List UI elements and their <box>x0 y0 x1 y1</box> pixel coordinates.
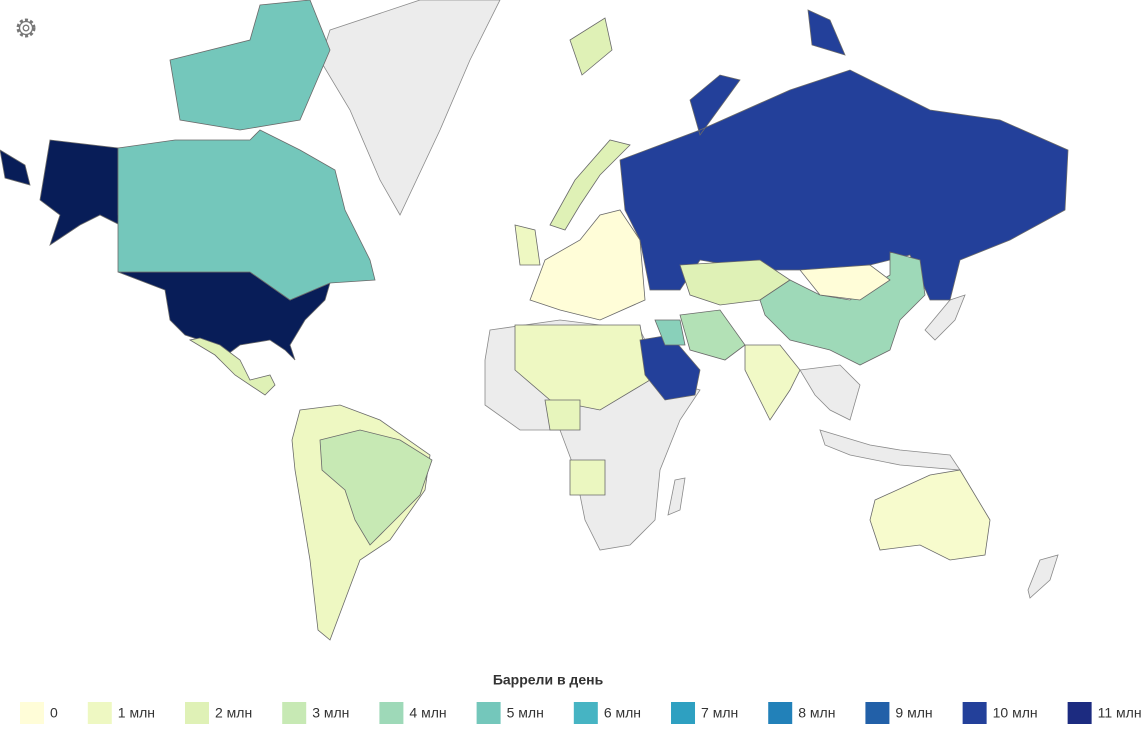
indonesia <box>819 429 961 471</box>
region <box>654 319 686 346</box>
region <box>799 264 891 301</box>
legend-label: 7 млн <box>701 705 738 721</box>
legend-label: 6 млн <box>604 705 641 721</box>
legend-swatch <box>20 702 44 724</box>
region <box>569 459 606 496</box>
legend-label: 11 млн <box>1098 705 1142 721</box>
legend-swatch <box>573 702 598 724</box>
legend-swatch <box>379 702 404 724</box>
region <box>514 224 541 266</box>
region <box>544 399 581 431</box>
japan <box>924 294 966 341</box>
region <box>188 337 276 396</box>
region <box>319 429 433 546</box>
new-zealand <box>1027 554 1059 599</box>
legend-swatch <box>671 702 696 724</box>
southeast-asia <box>799 364 861 421</box>
region <box>514 324 651 411</box>
legend-swatch <box>185 702 209 724</box>
gear-hole <box>22 24 30 32</box>
legend-swatch <box>282 702 307 724</box>
legend-label: 0 <box>50 705 58 721</box>
region <box>744 344 801 421</box>
legend-label: 4 млн <box>409 705 446 721</box>
legend-label: 5 млн <box>507 705 544 721</box>
region <box>549 17 631 231</box>
madagascar <box>667 477 686 516</box>
legend-label: 1 млн <box>118 705 155 721</box>
regions <box>0 0 1069 641</box>
gear-teeth <box>16 18 36 38</box>
legend-label: 9 млн <box>895 705 932 721</box>
legend-swatch <box>962 702 987 724</box>
legend-label: 10 млн <box>993 705 1038 721</box>
legend-swatch <box>768 702 793 724</box>
region <box>869 469 991 561</box>
gear-body <box>18 20 34 36</box>
legend-label: 8 млн <box>798 705 835 721</box>
region <box>619 9 1069 301</box>
region <box>529 209 646 321</box>
greenland <box>319 0 501 216</box>
region <box>679 309 746 361</box>
legend-title: Баррели в день <box>493 672 604 688</box>
legend-swatch <box>865 702 890 724</box>
legend-swatch <box>87 702 112 724</box>
legend-swatch <box>1067 702 1092 724</box>
legend-label: 2 млн <box>215 705 252 721</box>
legend-label: 3 млн <box>312 705 349 721</box>
legend-swatch <box>476 702 501 724</box>
legend: 0 1 млн 2 млн 3 млн 4 млн 5 млн 6 млн 7 млн 8 мл… <box>20 702 1142 724</box>
settings-button[interactable] <box>16 18 36 38</box>
region <box>117 0 376 301</box>
